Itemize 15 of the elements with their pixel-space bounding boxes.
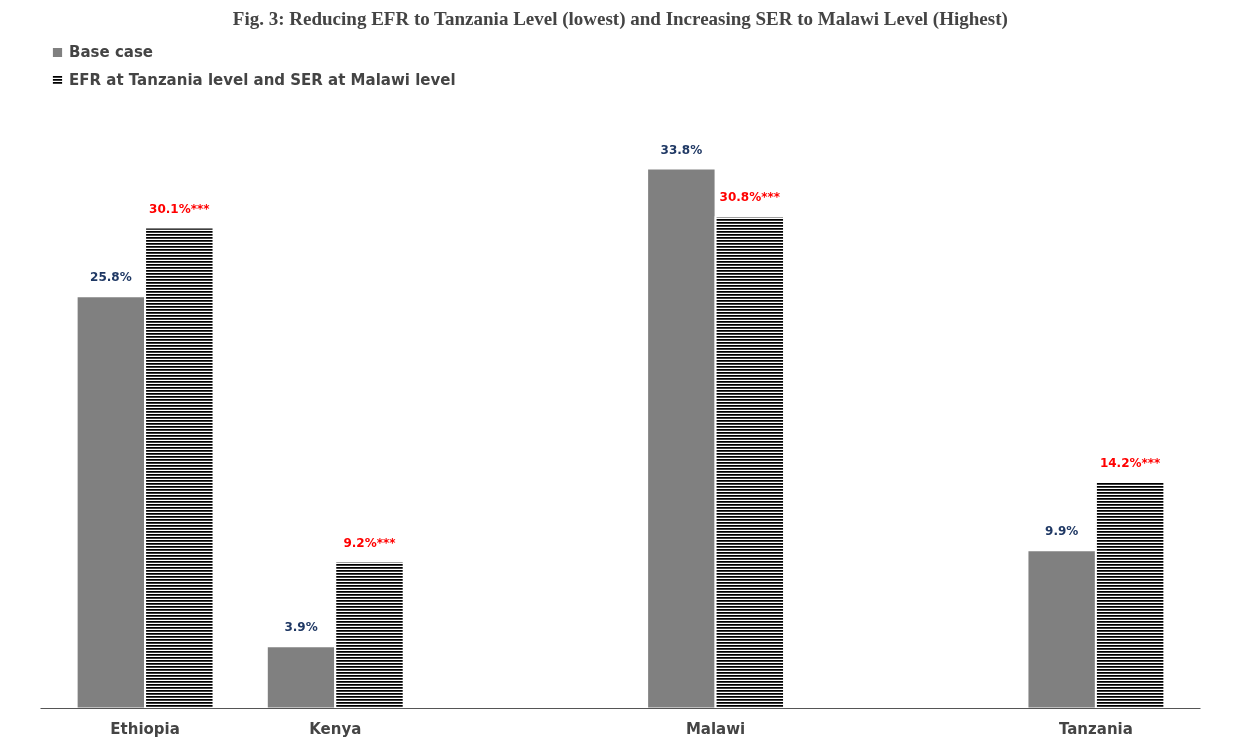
x-tick-label: Tanzania: [1058, 719, 1133, 738]
data-label: 25.8%: [90, 270, 132, 285]
data-label: 3.9%: [284, 620, 318, 635]
data-label: 30.8%***: [719, 190, 781, 205]
data-label: 14.2%***: [1099, 455, 1162, 470]
x-tick-label: Kenya: [309, 719, 362, 738]
data-label: 9.2%***: [343, 535, 397, 550]
chart-title: Fig. 3: Reducing EFR to Tanzania Level (lowest) and Increasing SER to Malawi Level (Highest): [232, 7, 1008, 30]
x-tick-label: Ethiopia: [110, 719, 180, 738]
legend-label: Base case: [69, 43, 153, 61]
x-tick-label: Malawi: [685, 719, 746, 738]
data-label: 9.9%: [1045, 524, 1079, 539]
data-label: 33.8%: [660, 142, 703, 157]
legend-label: EFR at Tanzania level and SER at Malawi level: [69, 71, 456, 89]
data-label: 30.1%***: [149, 201, 211, 216]
